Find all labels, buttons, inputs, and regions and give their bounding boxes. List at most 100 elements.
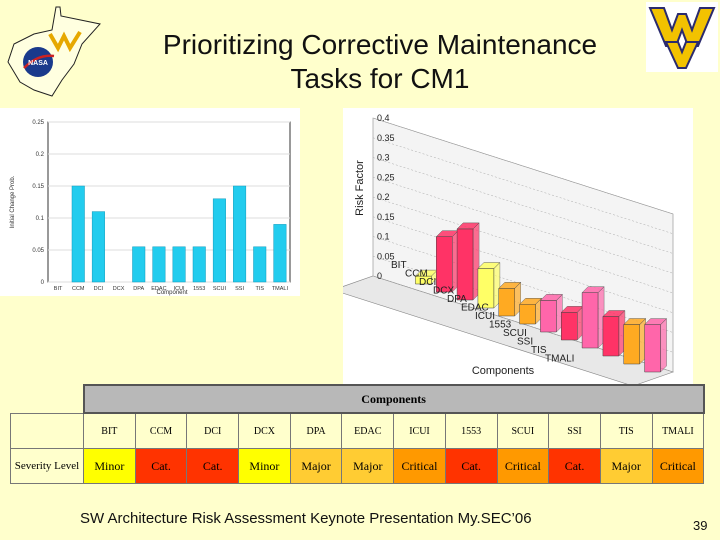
y-tick-label: 0.1 bbox=[36, 216, 45, 222]
y-tick-label: 0.25 bbox=[377, 172, 395, 182]
x-tick-label: TMALI bbox=[545, 354, 574, 365]
severity-cell: Cat. bbox=[186, 448, 240, 484]
x-tick-label: 1553 bbox=[489, 320, 512, 331]
bar-3d bbox=[602, 309, 626, 357]
wvu-logo bbox=[646, 2, 718, 72]
severity-row-label: Severity Level bbox=[10, 448, 84, 484]
severity-cell: Critical bbox=[496, 448, 550, 484]
severity-cell: Cat. bbox=[444, 448, 498, 484]
nasa-logo-text: NASA bbox=[28, 60, 48, 67]
risk-x-axis-label: Components bbox=[472, 365, 535, 377]
y-tick-label: 0.15 bbox=[32, 184, 44, 190]
bar bbox=[132, 246, 146, 283]
y-tick-label: 0.3 bbox=[377, 153, 390, 163]
nasa-meatball-icon bbox=[23, 47, 53, 77]
risk-factor-3d-chart: 00.050.10.150.20.250.30.350.4 BITCCMDCID… bbox=[343, 108, 693, 388]
component-name-cell: BIT bbox=[83, 412, 136, 449]
severity-cell: Critical bbox=[651, 448, 705, 484]
bar-3d bbox=[518, 297, 543, 325]
x-tick-label: DCX bbox=[113, 286, 125, 292]
x-tick-label: DPA bbox=[447, 294, 467, 305]
plot-area bbox=[47, 121, 291, 283]
title-line-2: Tasks for CM1 bbox=[290, 63, 470, 94]
x-axis-label: Component bbox=[156, 290, 187, 296]
severity-table: Components BIT CCM DCI DCX DPA EDAC ICUI 1553 SC… bbox=[10, 384, 705, 484]
severity-cell: Cat. bbox=[134, 448, 188, 484]
x-tick-label: ICUI bbox=[475, 311, 495, 322]
x-tick-label: DCI bbox=[94, 286, 104, 292]
bar bbox=[253, 246, 267, 283]
component-name-cell: DPA bbox=[289, 412, 343, 449]
y-tick-label: 0.05 bbox=[377, 251, 395, 261]
bar bbox=[152, 246, 166, 283]
component-name-cell: 1553 bbox=[444, 412, 498, 449]
bar-3d bbox=[539, 293, 564, 333]
y-axis-label: Initial Change Prob. bbox=[10, 175, 16, 228]
x-tick-label: 1553 bbox=[193, 286, 205, 292]
bar-3d bbox=[414, 269, 439, 285]
x-tick-label: SSI bbox=[517, 337, 533, 348]
severity-cell: Cat. bbox=[548, 448, 601, 484]
slide-title: Prioritizing Corrective Maintenance Task… bbox=[90, 28, 670, 96]
x-tick-label: BIT bbox=[391, 260, 407, 271]
grid-line bbox=[372, 216, 674, 313]
grid-line bbox=[372, 236, 674, 333]
x-tick-label: SCUI bbox=[503, 328, 527, 339]
bar-3d bbox=[498, 281, 522, 317]
y-tick-label: 0.15 bbox=[377, 212, 395, 222]
x-tick-label: TIS bbox=[255, 286, 264, 292]
grid-line bbox=[372, 137, 674, 234]
x-tick-label: EDAC bbox=[461, 303, 489, 314]
severity-cell: Major bbox=[341, 448, 395, 484]
component-name-cell: CCM bbox=[134, 412, 188, 449]
x-tick-label: CCM bbox=[72, 286, 85, 292]
x-tick-label: SSI bbox=[235, 286, 244, 292]
bar-3d bbox=[623, 317, 647, 365]
x-tick-label: TIS bbox=[531, 345, 547, 356]
y-tick-label: 0 bbox=[377, 271, 382, 281]
nasa-wv-logo: NASA bbox=[7, 6, 101, 97]
component-name-cell: EDAC bbox=[341, 412, 395, 449]
bar-3d bbox=[456, 222, 480, 301]
severity-cell: Major bbox=[599, 448, 653, 484]
severity-cell: Major bbox=[289, 448, 343, 484]
bar bbox=[233, 185, 247, 283]
y-tick-label: 0.2 bbox=[36, 152, 45, 158]
bar-3d bbox=[581, 286, 605, 349]
grid-line bbox=[372, 157, 674, 254]
grid-line bbox=[372, 196, 674, 294]
severity-cell: Minor bbox=[238, 448, 291, 484]
grid-line bbox=[372, 117, 674, 215]
severity-cell: Minor bbox=[83, 448, 136, 484]
title-line-1: Prioritizing Corrective Maintenance bbox=[162, 29, 598, 60]
bar bbox=[71, 185, 85, 283]
table-header: Components bbox=[82, 384, 705, 414]
page-number: 39 bbox=[693, 518, 708, 533]
bar bbox=[192, 246, 206, 283]
component-name-cell: SCUI bbox=[496, 412, 550, 449]
y-tick-label: 0.1 bbox=[377, 232, 390, 242]
grid-line bbox=[372, 177, 674, 274]
component-name-row: BIT CCM DCI DCX DPA EDAC ICUI 1553 SCUI SSI TIS TMA… bbox=[10, 412, 705, 449]
component-name-cell: TMALI bbox=[651, 412, 705, 449]
x-tick-label: EDAC bbox=[151, 286, 166, 292]
change-probability-chart: 0 0.05 0.1 0.15 0.2 0.25 BIT CCM DCI DCX DPA EDAC I… bbox=[0, 108, 300, 296]
y-tick-label: 0.25 bbox=[32, 120, 44, 126]
x-tick-label: CCM bbox=[405, 269, 428, 280]
component-name-cell: DCX bbox=[238, 412, 291, 449]
component-name-cell: DCI bbox=[186, 412, 240, 449]
bar-3d bbox=[477, 261, 501, 309]
x-tick-label: SCUI bbox=[213, 286, 227, 292]
y-tick-label: 0 bbox=[41, 280, 45, 286]
bar bbox=[273, 224, 287, 283]
x-tick-label: DCX bbox=[433, 286, 454, 297]
y-tick-label: 0.05 bbox=[32, 248, 44, 254]
severity-row: Severity Level Minor Cat. Cat. Minor Major Ma… bbox=[10, 448, 705, 484]
component-name-cell: TIS bbox=[599, 412, 653, 449]
y-tick-label: 0.4 bbox=[377, 113, 390, 123]
y-tick-label: 0.2 bbox=[377, 192, 390, 202]
risk-y-axis-label: Risk Factor bbox=[354, 160, 366, 216]
x-tick-label: DPA bbox=[133, 286, 144, 292]
severity-cell: Critical bbox=[393, 448, 446, 484]
bar-3d bbox=[435, 230, 459, 293]
